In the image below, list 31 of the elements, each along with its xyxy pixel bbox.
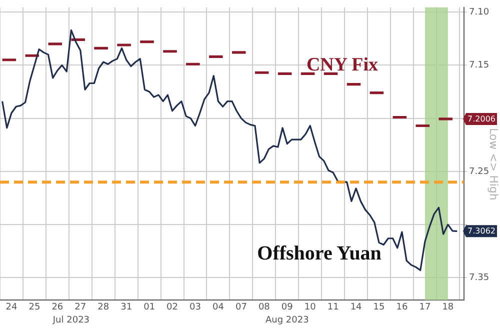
x-tick-label: 18 [442, 302, 454, 313]
data-label: 7.3062 [468, 226, 496, 236]
series-label: Offshore Yuan [257, 242, 382, 264]
x-tick-label: 09 [281, 302, 294, 313]
x-tick-label: 08 [258, 302, 270, 313]
text: Aug 2023 [265, 315, 309, 326]
text: Low <> High [487, 128, 500, 200]
y-tick-label: 7.15 [469, 60, 490, 71]
x-tick-label: 25 [28, 302, 40, 313]
x-tick-label: 03 [190, 302, 201, 313]
x-tick-label: 04 [212, 302, 224, 313]
x-tick-label: 14 [350, 302, 362, 313]
y-tick-label: 7.35 [469, 273, 490, 284]
y-tick-label: 7.25 [469, 166, 490, 177]
x-tick-label: 15 [373, 302, 385, 313]
data-label: 7.2006 [468, 114, 496, 124]
x-tick-label: 11 [327, 302, 339, 313]
x-tick-label: 24 [6, 302, 18, 313]
series-label: CNY Fix [306, 54, 379, 76]
x-tick-label: 26 [52, 302, 64, 313]
x-tick-label: 01 [144, 302, 156, 313]
x-tick-label: 07 [235, 302, 247, 313]
x-tick-label: 16 [396, 302, 408, 313]
x-tick-label: 10 [304, 302, 316, 313]
text: Jul 2023 [52, 315, 90, 326]
y-tick-label: 7.10 [469, 7, 490, 18]
x-tick-label: 17 [419, 302, 431, 313]
x-tick-label: 02 [166, 302, 178, 313]
x-tick-label: 31 [120, 302, 132, 313]
x-tick-label: 28 [98, 302, 110, 313]
x-tick-label: 27 [74, 302, 86, 313]
